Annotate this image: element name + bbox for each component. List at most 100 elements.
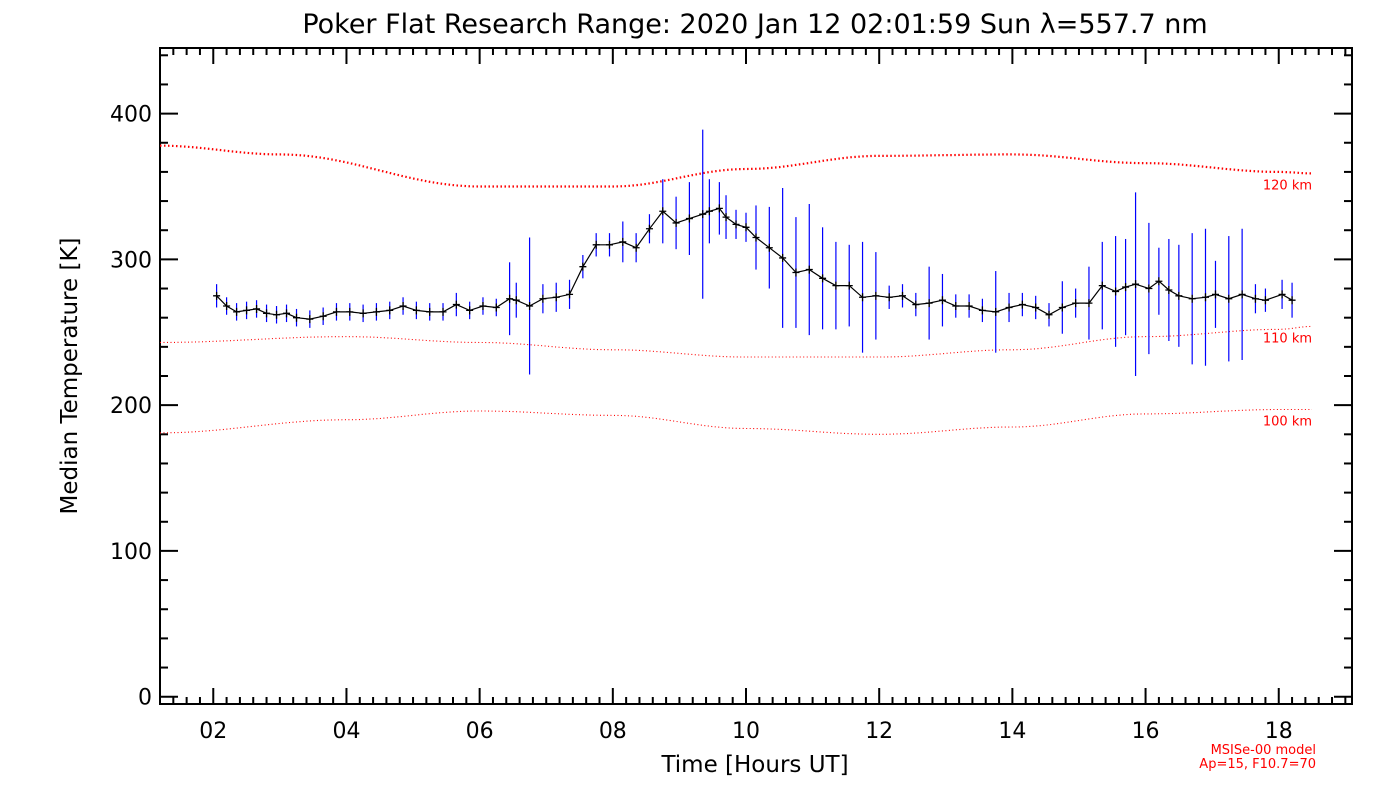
data-point	[1188, 294, 1196, 303]
y-tick-label: 400	[110, 103, 152, 128]
data-point	[479, 302, 487, 311]
plot-frame	[159, 47, 1353, 705]
x-tick-label: 06	[466, 719, 494, 744]
data-point	[699, 210, 707, 219]
data-point	[1098, 281, 1106, 290]
model-curve-label: 100 km	[1263, 415, 1312, 430]
data-point	[992, 307, 1000, 316]
data-point	[233, 307, 241, 316]
data-point	[832, 281, 840, 290]
data-point	[1278, 290, 1286, 299]
data-point	[765, 243, 773, 252]
data-point	[399, 302, 407, 311]
data-point	[592, 240, 600, 249]
data-point	[659, 207, 667, 216]
model-curve-100-km	[159, 408, 1312, 435]
data-point	[319, 312, 327, 321]
data-point	[466, 306, 474, 315]
data-point	[1225, 294, 1233, 303]
y-tick-label: 200	[110, 394, 152, 419]
x-tick-label: 04	[332, 719, 360, 744]
model-annotation: MSISe-00 model	[1211, 743, 1316, 758]
data-point	[952, 302, 960, 311]
data-point	[386, 306, 394, 315]
data-point	[579, 262, 587, 271]
data-point	[526, 302, 534, 311]
x-tick-label: 18	[1265, 719, 1293, 744]
x-tick-label: 02	[199, 719, 227, 744]
data-point	[1175, 291, 1183, 300]
data-point	[1251, 294, 1259, 303]
model-parameters: Ap=15, F10.7=70	[1199, 757, 1316, 772]
data-point	[1132, 280, 1140, 289]
data-point	[1165, 285, 1173, 294]
data-point	[1211, 290, 1219, 299]
data-point	[605, 240, 613, 249]
data-point	[872, 291, 880, 300]
data-point	[1032, 303, 1040, 312]
data-point	[359, 309, 367, 318]
data-point	[1058, 303, 1066, 312]
data-point	[293, 313, 301, 322]
x-tick-label: 08	[599, 719, 627, 744]
data-point	[346, 307, 354, 316]
data-point	[452, 300, 460, 309]
data-point	[805, 265, 813, 274]
x-tick-label: 10	[732, 719, 760, 744]
data-point	[223, 302, 231, 311]
data-point	[332, 307, 340, 316]
data-point	[426, 307, 434, 316]
data-point	[912, 300, 920, 309]
model-curve-label: 110 km	[1263, 331, 1312, 346]
data-point	[705, 207, 713, 216]
data-point	[792, 268, 800, 277]
model-curve-120-km	[160, 144, 1312, 188]
data-point	[938, 296, 946, 305]
data-point	[1145, 284, 1153, 293]
data-point	[899, 291, 907, 300]
y-tick-label: 100	[110, 540, 152, 565]
y-tick-label: 0	[138, 686, 152, 711]
x-tick-label: 12	[865, 719, 893, 744]
data-point	[1122, 283, 1130, 292]
data-point	[845, 281, 853, 290]
data-point	[779, 253, 787, 262]
y-axis-label: Median Temperature [K]	[57, 238, 83, 515]
data-point	[859, 293, 867, 302]
data-point	[1072, 299, 1080, 308]
data-point	[412, 306, 420, 315]
data-point	[306, 315, 314, 324]
data-point	[819, 274, 827, 283]
x-tick-label: 14	[998, 719, 1026, 744]
data-point	[925, 299, 933, 308]
temperature-line	[216, 207, 1293, 320]
data-point	[1018, 300, 1026, 309]
data-point	[243, 306, 251, 315]
data-point	[372, 307, 380, 316]
error-bars	[216, 129, 1293, 376]
data-point	[213, 291, 221, 300]
data-point	[283, 309, 291, 318]
data-point	[1085, 299, 1093, 308]
data-point	[672, 218, 680, 227]
data-point	[978, 306, 986, 315]
data-point	[1005, 303, 1013, 312]
data-point	[632, 243, 640, 252]
data-point	[263, 309, 271, 318]
data-point	[1261, 296, 1269, 305]
data-point	[685, 214, 693, 223]
data-point	[439, 307, 447, 316]
y-tick-label: 300	[110, 248, 152, 273]
data-point	[742, 223, 750, 232]
data-point	[566, 290, 574, 299]
data-point	[1155, 277, 1163, 286]
data-point	[722, 213, 730, 222]
data-point	[253, 304, 261, 313]
model-curve-label: 120 km	[1263, 178, 1312, 193]
temperature-series	[213, 204, 1296, 324]
model-curve-110-km	[159, 325, 1312, 358]
data-point	[1288, 296, 1296, 305]
data-point	[965, 302, 973, 311]
data-point	[552, 293, 560, 302]
data-point	[715, 204, 723, 213]
